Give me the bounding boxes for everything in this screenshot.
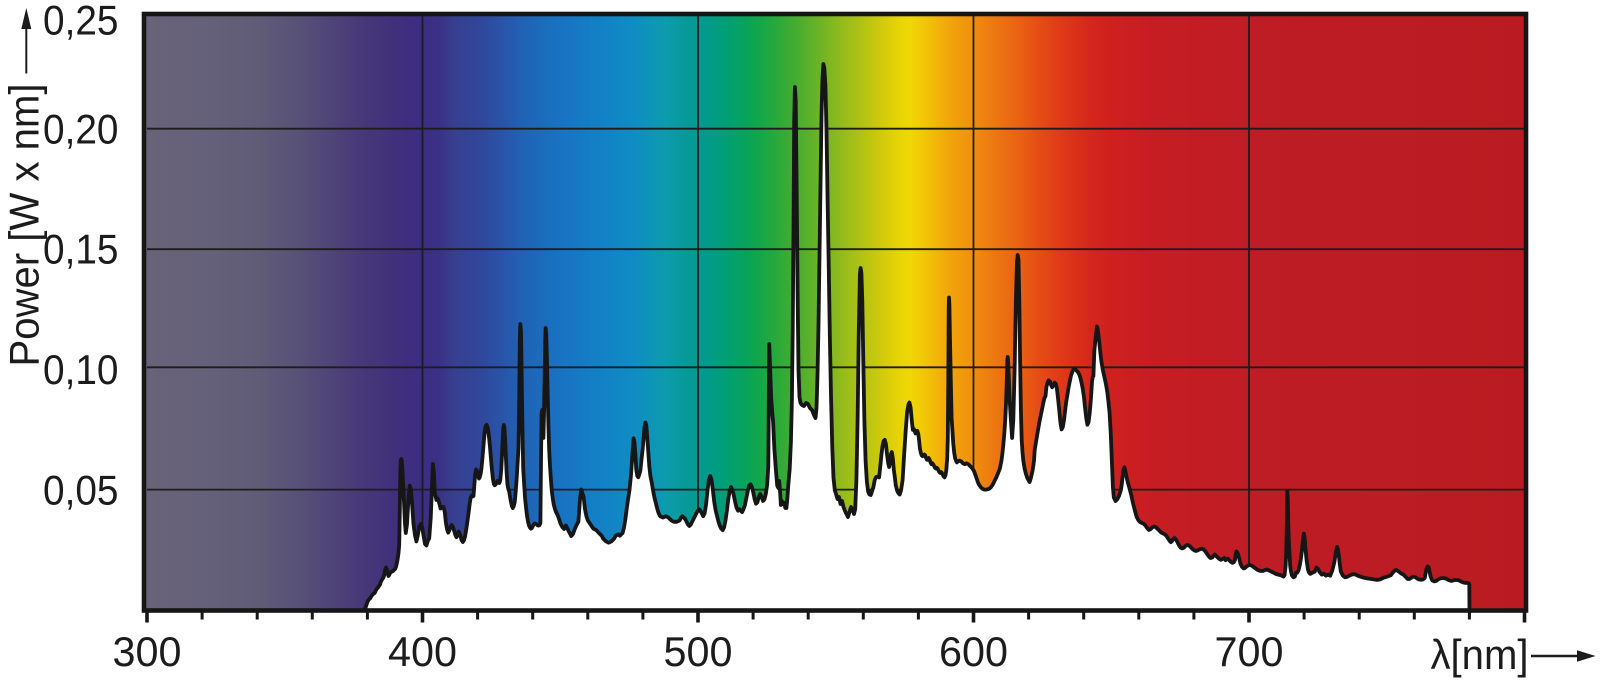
svg-text:0,25: 0,25 bbox=[43, 0, 119, 44]
svg-text:700: 700 bbox=[1215, 628, 1284, 675]
svg-text:600: 600 bbox=[939, 628, 1008, 675]
svg-text:400: 400 bbox=[388, 628, 457, 675]
svg-text:0,15: 0,15 bbox=[43, 226, 119, 273]
svg-text:0,20: 0,20 bbox=[43, 106, 119, 153]
svg-text:Power [W x nm]: Power [W x nm] bbox=[1, 84, 48, 367]
svg-text:λ[nm]: λ[nm] bbox=[1431, 631, 1529, 678]
svg-text:0,10: 0,10 bbox=[43, 346, 119, 393]
svg-text:0,05: 0,05 bbox=[43, 466, 119, 513]
svg-text:500: 500 bbox=[664, 628, 733, 675]
svg-text:300: 300 bbox=[113, 628, 182, 675]
